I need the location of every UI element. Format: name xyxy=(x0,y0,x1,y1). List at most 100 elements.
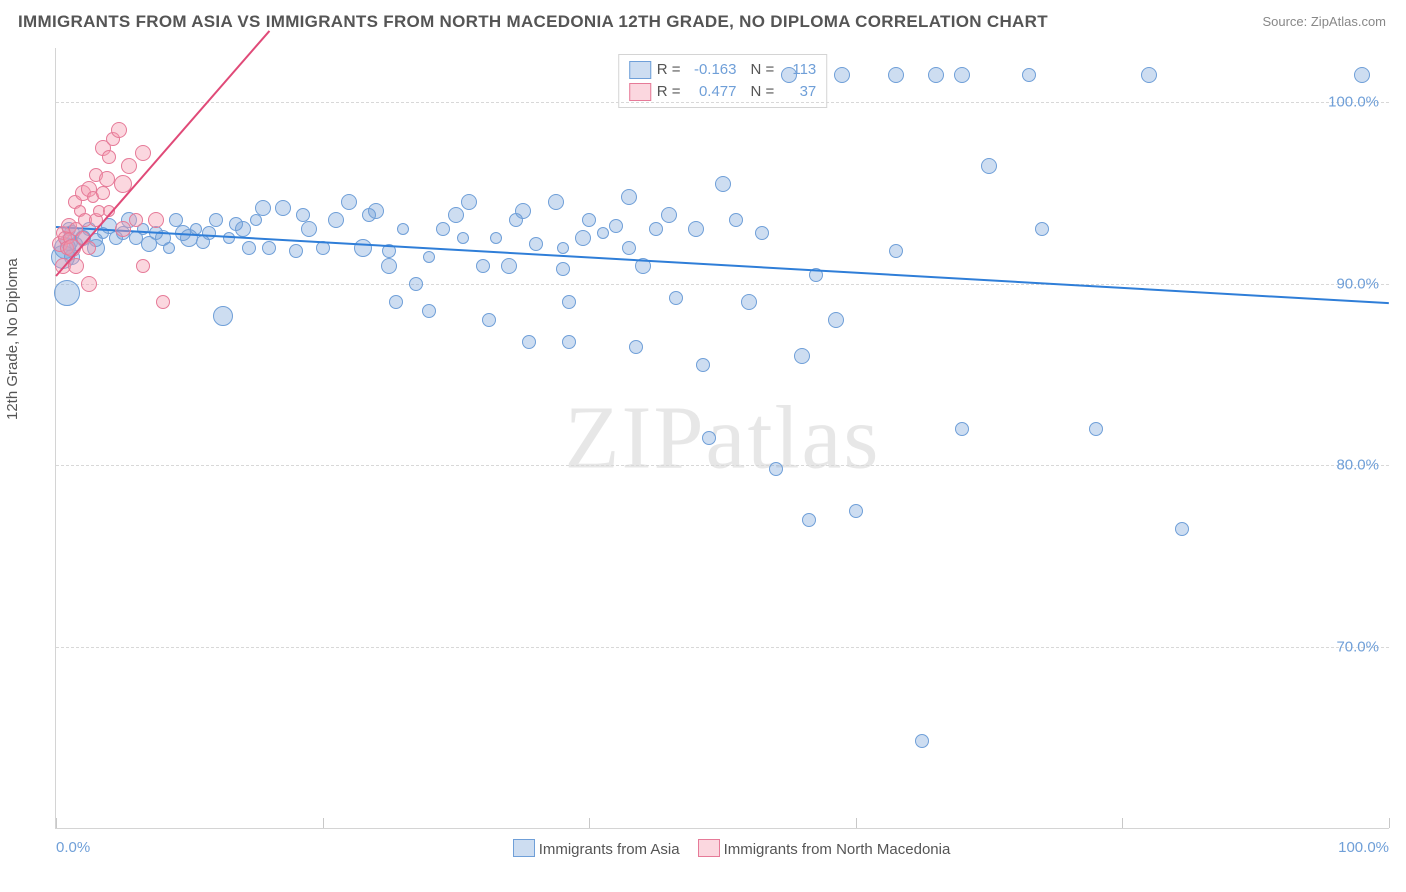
scatter-point xyxy=(1035,222,1049,236)
chart-title: IMMIGRANTS FROM ASIA VS IMMIGRANTS FROM … xyxy=(18,12,1048,32)
gridline-vertical xyxy=(856,818,857,828)
scatter-point xyxy=(501,258,517,274)
watermark-text: ZIPatlas xyxy=(565,387,881,490)
correlation-legend: R =-0.163N =113R =0.477N =37 xyxy=(618,54,828,108)
y-tick-label: 70.0% xyxy=(1336,638,1379,655)
scatter-point xyxy=(755,226,769,240)
legend-n-label: N = xyxy=(751,81,775,103)
scatter-point xyxy=(328,212,344,228)
legend-r-value: -0.163 xyxy=(687,59,737,81)
scatter-point xyxy=(597,227,609,239)
legend-swatch xyxy=(513,839,535,857)
x-tick-label: 0.0% xyxy=(56,839,90,856)
scatter-point xyxy=(575,230,591,246)
legend-r-label: R = xyxy=(657,59,681,81)
scatter-point xyxy=(557,242,569,254)
scatter-point xyxy=(802,513,816,527)
scatter-point xyxy=(409,277,423,291)
scatter-point xyxy=(275,200,291,216)
scatter-point xyxy=(341,194,357,210)
scatter-point xyxy=(696,358,710,372)
scatter-point xyxy=(96,186,110,200)
scatter-point xyxy=(250,214,262,226)
y-axis-label: 12th Grade, No Diploma xyxy=(4,258,21,420)
scatter-point xyxy=(422,304,436,318)
scatter-point xyxy=(562,335,576,349)
scatter-point xyxy=(688,221,704,237)
scatter-point xyxy=(649,222,663,236)
scatter-point xyxy=(289,244,303,258)
legend-r-value: 0.477 xyxy=(687,81,737,103)
scatter-point xyxy=(548,194,564,210)
scatter-point xyxy=(129,213,143,227)
scatter-point xyxy=(476,259,490,273)
scatter-point xyxy=(121,158,137,174)
gridline-vertical xyxy=(56,818,57,828)
source-attribution: Source: ZipAtlas.com xyxy=(1262,14,1386,29)
series-legend: Immigrants from Asia Immigrants from Nort… xyxy=(56,839,1389,858)
scatter-point xyxy=(235,221,251,237)
scatter-point xyxy=(729,213,743,227)
scatter-point xyxy=(202,226,216,240)
legend-r-label: R = xyxy=(657,81,681,103)
scatter-point xyxy=(262,241,276,255)
scatter-point xyxy=(556,262,570,276)
y-tick-label: 100.0% xyxy=(1328,94,1379,111)
scatter-point xyxy=(529,237,543,251)
scatter-point xyxy=(136,259,150,273)
scatter-point xyxy=(621,189,637,205)
scatter-point xyxy=(1022,68,1036,82)
scatter-point xyxy=(423,251,435,263)
x-tick-label: 100.0% xyxy=(1338,839,1389,856)
scatter-point xyxy=(213,306,233,326)
scatter-point xyxy=(354,239,372,257)
scatter-point xyxy=(562,295,576,309)
scatter-point xyxy=(522,335,536,349)
scatter-point xyxy=(702,431,716,445)
gridline-horizontal xyxy=(56,647,1389,648)
scatter-point xyxy=(1089,422,1103,436)
scatter-point xyxy=(1175,522,1189,536)
scatter-point xyxy=(461,194,477,210)
legend-series-label: Immigrants from Asia xyxy=(539,841,680,858)
scatter-point xyxy=(389,295,403,309)
scatter-point xyxy=(255,200,271,216)
legend-series-label: Immigrants from North Macedonia xyxy=(724,841,951,858)
scatter-point xyxy=(622,241,636,255)
scatter-point xyxy=(209,213,223,227)
legend-swatch xyxy=(629,61,651,79)
scatter-plot-area: ZIPatlas R =-0.163N =113R =0.477N =37 Im… xyxy=(55,48,1389,829)
scatter-point xyxy=(849,504,863,518)
gridline-vertical xyxy=(1389,818,1390,828)
scatter-point xyxy=(661,207,677,223)
scatter-point xyxy=(54,280,80,306)
gridline-horizontal xyxy=(56,284,1389,285)
scatter-point xyxy=(397,223,409,235)
scatter-point xyxy=(915,734,929,748)
scatter-point xyxy=(981,158,997,174)
scatter-point xyxy=(515,203,531,219)
scatter-point xyxy=(115,221,131,237)
scatter-point xyxy=(99,171,115,187)
scatter-point xyxy=(828,312,844,328)
scatter-point xyxy=(301,221,317,237)
legend-swatch xyxy=(629,83,651,101)
scatter-point xyxy=(954,67,970,83)
scatter-point xyxy=(135,145,151,161)
scatter-point xyxy=(781,67,797,83)
y-tick-label: 80.0% xyxy=(1336,457,1379,474)
scatter-point xyxy=(242,241,256,255)
scatter-point xyxy=(81,276,97,292)
scatter-point xyxy=(1141,67,1157,83)
gridline-horizontal xyxy=(56,102,1389,103)
scatter-point xyxy=(102,150,116,164)
gridline-vertical xyxy=(589,818,590,828)
scatter-point xyxy=(629,340,643,354)
scatter-point xyxy=(296,208,310,222)
scatter-point xyxy=(834,67,850,83)
scatter-point xyxy=(1354,67,1370,83)
scatter-point xyxy=(769,462,783,476)
scatter-point xyxy=(156,295,170,309)
scatter-point xyxy=(889,244,903,258)
scatter-point xyxy=(163,242,175,254)
